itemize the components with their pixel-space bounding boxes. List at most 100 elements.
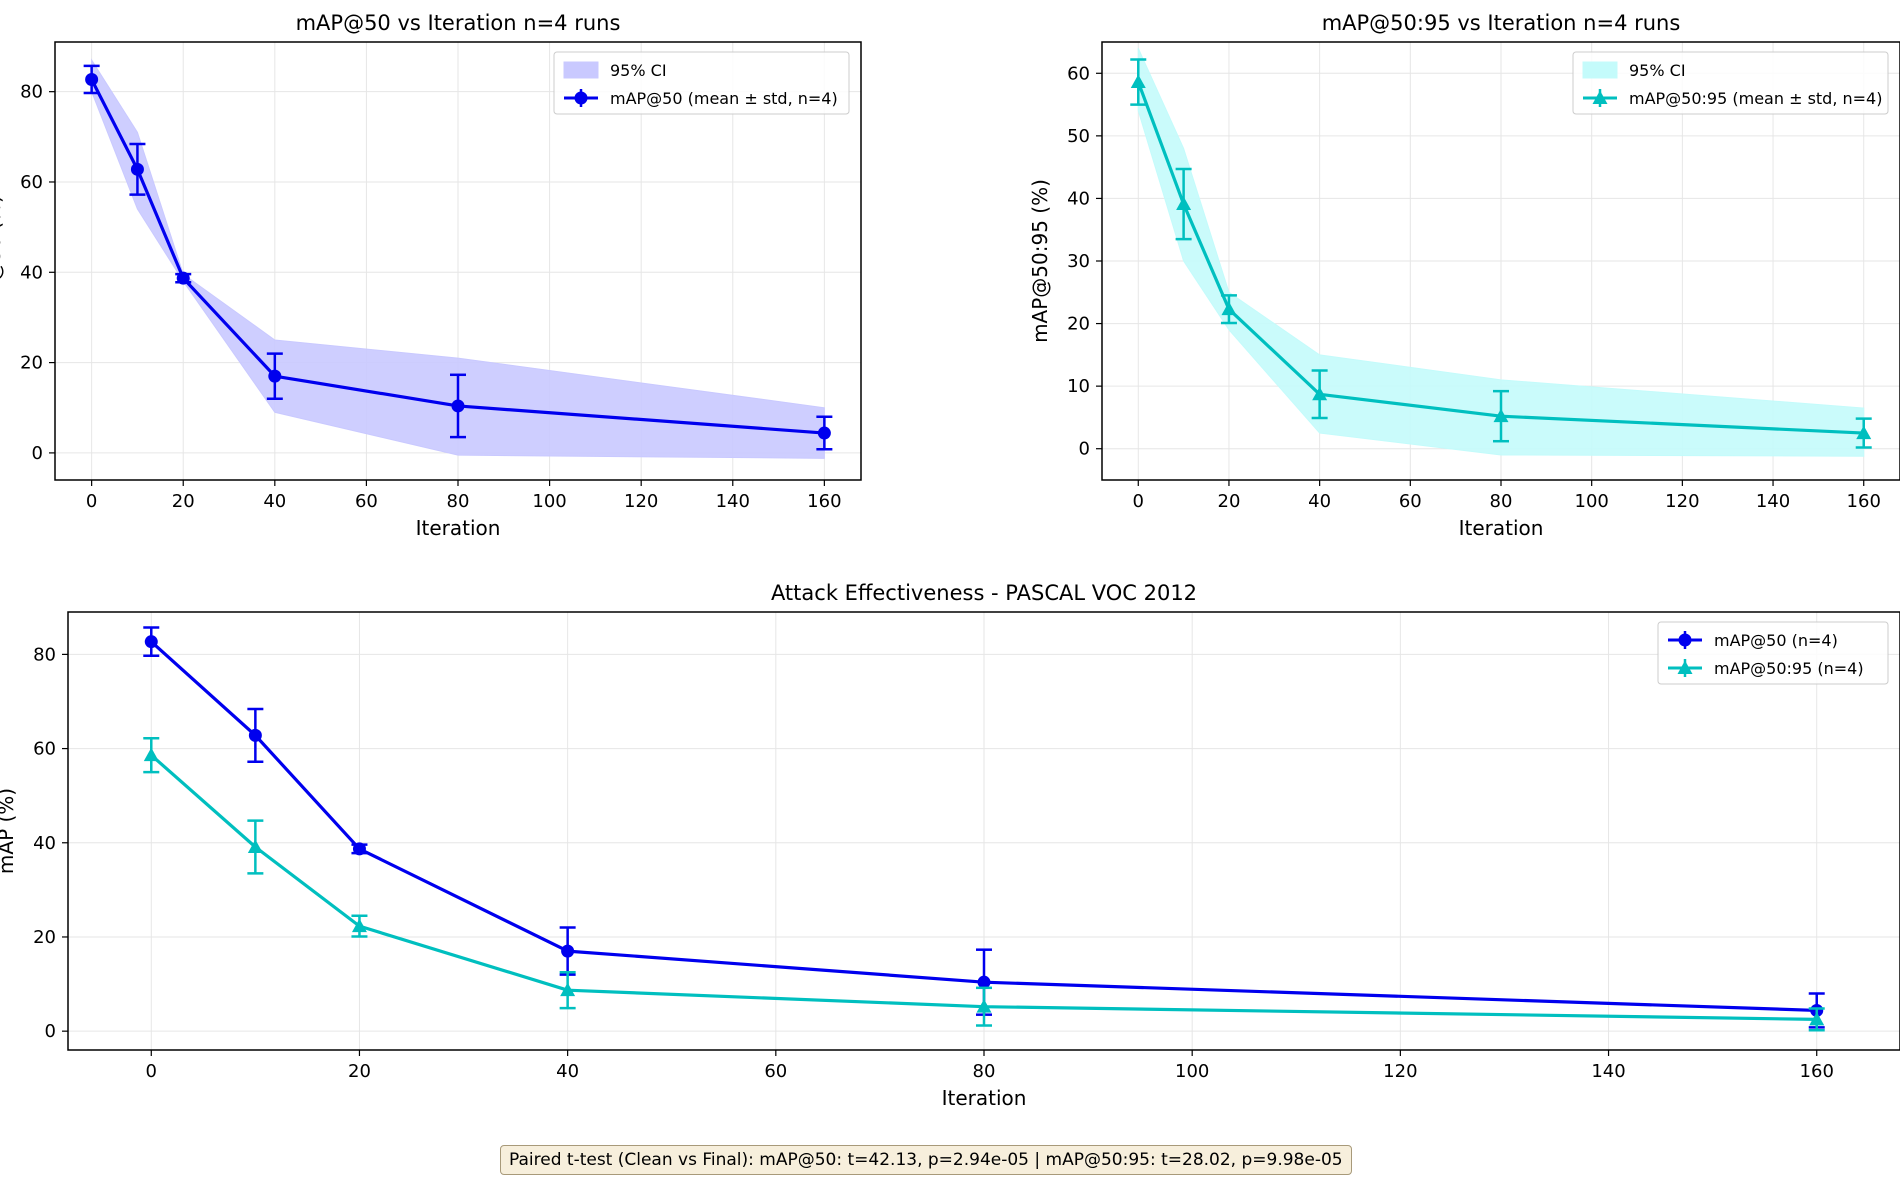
- y-tick-label: 80: [33, 644, 56, 665]
- data-point: [977, 975, 991, 989]
- y-tick-label: 30: [1067, 251, 1090, 272]
- x-tick-label: 140: [1591, 1061, 1625, 1082]
- y-tick-label: 20: [1067, 314, 1090, 335]
- chart-title: Attack Effectiveness - PASCAL VOC 2012: [771, 581, 1197, 605]
- x-tick-label: 100: [532, 491, 566, 512]
- y-axis-label: mAP@50 (%): [0, 195, 5, 327]
- x-tick-label: 60: [1399, 491, 1422, 512]
- y-tick-label: 40: [33, 833, 56, 854]
- data-point: [268, 369, 282, 383]
- data-point: [1312, 386, 1328, 401]
- x-tick-label: 80: [1490, 491, 1513, 512]
- chart-title: mAP@50:95 vs Iteration n=4 runs: [1322, 11, 1681, 35]
- x-tick-label: 160: [807, 491, 841, 512]
- legend-marker: [1678, 633, 1692, 647]
- y-tick-label: 0: [1079, 439, 1090, 460]
- data-point: [247, 839, 263, 854]
- x-tick-label: 80: [973, 1061, 996, 1082]
- data-point: [1856, 425, 1872, 440]
- y-tick-label: 50: [1067, 126, 1090, 147]
- legend-marker: [1677, 660, 1693, 674]
- chart-title: mAP@50 vs Iteration n=4 runs: [296, 11, 621, 35]
- data-point: [1130, 74, 1146, 89]
- data-point: [1809, 1011, 1825, 1026]
- legend-label: 95% CI: [1629, 61, 1686, 80]
- data-point: [248, 728, 262, 742]
- chart-attack-effectiveness: 0 20 40 60 80 100 120 140 160 0 20 40 60 80 Attack Eff…: [0, 581, 1900, 1110]
- legend-box: [553, 51, 850, 115]
- y-tick-label: 20: [33, 927, 56, 948]
- legend-swatch-ci: [1582, 61, 1618, 79]
- x-tick-label: 60: [355, 491, 378, 512]
- legend-label: mAP@50:95 (mean ± std, n=4): [1629, 89, 1882, 108]
- y-tick-label: 40: [1067, 188, 1090, 209]
- ci-band: [1137, 48, 1865, 457]
- x-tick-label: 100: [1575, 491, 1609, 512]
- data-point: [85, 72, 99, 86]
- legend-label: 95% CI: [610, 61, 667, 80]
- x-axis-label: Iteration: [1459, 516, 1544, 540]
- series-line: [150, 753, 1817, 1021]
- legend-label: mAP@50 (n=4): [1714, 631, 1838, 650]
- series-line: [90, 78, 825, 435]
- data-point: [451, 399, 465, 413]
- chart-map5095: 0 20 40 60 80 100 120 140 160 0 10 20 30 40 50 60 mAP@50…: [1028, 11, 1900, 540]
- y-tick-label: 40: [20, 262, 43, 283]
- x-tick-label: 140: [1756, 491, 1790, 512]
- data-point: [1176, 196, 1192, 211]
- data-point: [352, 842, 366, 856]
- series-line: [1136, 81, 1864, 435]
- x-tick-label: 40: [1308, 491, 1331, 512]
- x-tick-label: 80: [447, 491, 470, 512]
- legend-label: mAP@50:95 (n=4): [1714, 659, 1864, 678]
- x-tick-label: 100: [1175, 1061, 1209, 1082]
- x-axis-label: Iteration: [942, 1086, 1027, 1110]
- y-axis-label: mAP (%): [0, 788, 18, 874]
- data-point: [1221, 301, 1237, 316]
- x-tick-label: 40: [556, 1061, 579, 1082]
- legend-marker: [574, 91, 588, 105]
- x-tick-label: 160: [1847, 491, 1881, 512]
- data-point: [976, 999, 992, 1013]
- x-axis-label: Iteration: [416, 516, 501, 540]
- x-tick-label: 160: [1800, 1061, 1834, 1082]
- x-tick-label: 20: [348, 1061, 371, 1082]
- y-tick-label: 60: [33, 739, 56, 760]
- data-point: [1493, 408, 1509, 423]
- y-axis-label: mAP@50:95 (%): [1028, 179, 1052, 343]
- x-tick-label: 140: [716, 491, 750, 512]
- data-point: [143, 747, 159, 762]
- x-tick-label: 0: [146, 1061, 157, 1082]
- x-tick-label: 0: [86, 491, 97, 512]
- data-point: [176, 271, 190, 285]
- x-tick-label: 120: [624, 491, 658, 512]
- y-tick-label: 60: [20, 172, 43, 193]
- data-point: [144, 635, 158, 649]
- legend-box: [1657, 621, 1889, 685]
- chart-map50: 0 20 40 60 80 100 120 140 160 0 20 40 60 80 mAP@50 vs …: [0, 11, 862, 540]
- y-tick-label: 10: [1067, 376, 1090, 397]
- x-tick-label: 0: [1133, 491, 1144, 512]
- x-tick-label: 20: [172, 491, 195, 512]
- y-tick-label: 20: [20, 353, 43, 374]
- t-test-annotation: Paired t-test (Clean vs Final): mAP@50: …: [500, 1145, 1352, 1175]
- legend-marker: [1592, 90, 1608, 104]
- y-tick-label: 60: [1067, 63, 1090, 84]
- data-point: [560, 982, 576, 997]
- y-tick-label: 0: [32, 443, 43, 464]
- data-point: [817, 426, 831, 440]
- legend-box: [1572, 51, 1889, 115]
- x-tick-label: 20: [1218, 491, 1241, 512]
- y-tick-label: 0: [45, 1021, 56, 1042]
- y-tick-label: 80: [20, 82, 43, 103]
- x-tick-label: 40: [263, 491, 286, 512]
- legend-swatch-ci: [563, 61, 599, 79]
- series-line: [150, 640, 1817, 1013]
- legend-label: mAP@50 (mean ± std, n=4): [610, 89, 838, 108]
- data-point: [561, 944, 575, 958]
- x-tick-label: 60: [764, 1061, 787, 1082]
- data-point: [351, 918, 367, 933]
- x-tick-label: 120: [1383, 1061, 1417, 1082]
- data-point: [130, 162, 144, 176]
